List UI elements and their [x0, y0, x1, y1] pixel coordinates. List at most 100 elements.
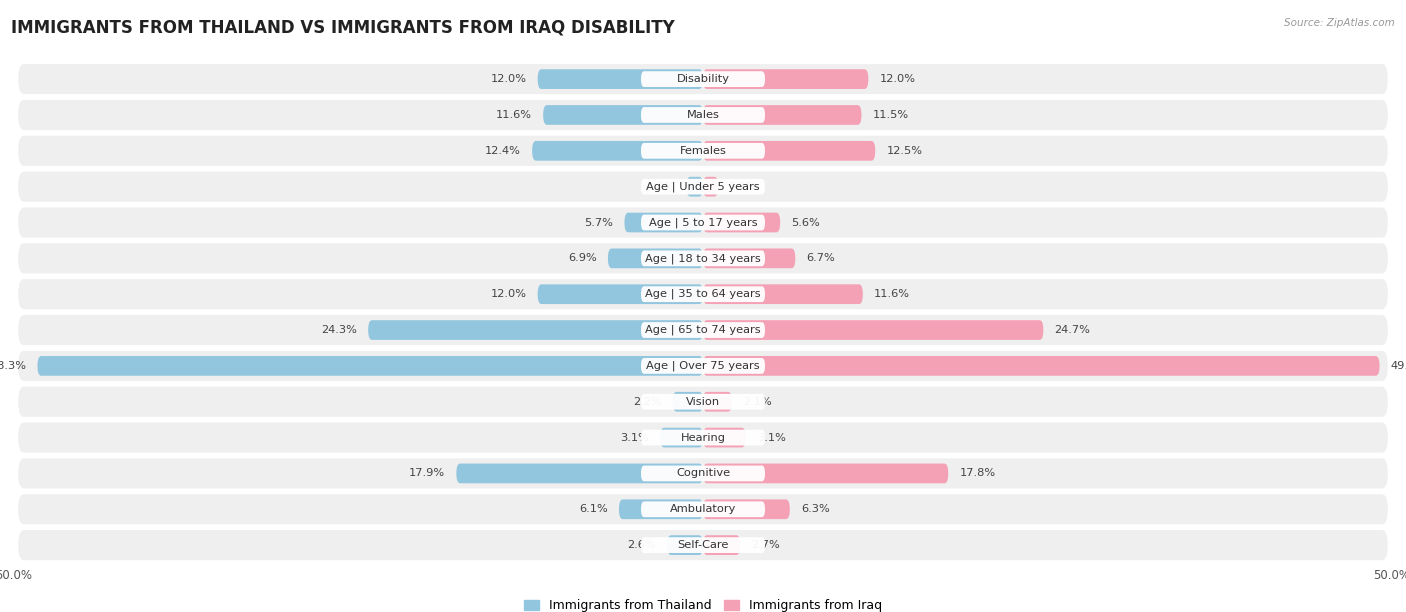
FancyBboxPatch shape [703, 105, 862, 125]
FancyBboxPatch shape [537, 69, 703, 89]
FancyBboxPatch shape [18, 100, 1388, 130]
FancyBboxPatch shape [38, 356, 703, 376]
Text: Age | 65 to 74 years: Age | 65 to 74 years [645, 325, 761, 335]
FancyBboxPatch shape [641, 143, 765, 159]
Text: 2.7%: 2.7% [751, 540, 780, 550]
FancyBboxPatch shape [703, 320, 1043, 340]
Text: Age | 5 to 17 years: Age | 5 to 17 years [648, 217, 758, 228]
FancyBboxPatch shape [543, 105, 703, 125]
Text: 1.2%: 1.2% [647, 182, 675, 192]
FancyBboxPatch shape [18, 64, 1388, 94]
Text: 12.0%: 12.0% [879, 74, 915, 84]
Text: 5.6%: 5.6% [792, 217, 820, 228]
Text: 5.7%: 5.7% [585, 217, 613, 228]
FancyBboxPatch shape [619, 499, 703, 519]
Text: 48.3%: 48.3% [0, 361, 27, 371]
FancyBboxPatch shape [641, 286, 765, 302]
Text: Age | 18 to 34 years: Age | 18 to 34 years [645, 253, 761, 264]
Text: 17.9%: 17.9% [409, 468, 446, 479]
FancyBboxPatch shape [672, 392, 703, 412]
Text: 6.1%: 6.1% [579, 504, 607, 514]
FancyBboxPatch shape [18, 315, 1388, 345]
FancyBboxPatch shape [703, 463, 948, 483]
FancyBboxPatch shape [703, 177, 718, 196]
FancyBboxPatch shape [703, 392, 733, 412]
Text: Self-Care: Self-Care [678, 540, 728, 550]
Text: IMMIGRANTS FROM THAILAND VS IMMIGRANTS FROM IRAQ DISABILITY: IMMIGRANTS FROM THAILAND VS IMMIGRANTS F… [11, 18, 675, 36]
FancyBboxPatch shape [703, 141, 875, 161]
FancyBboxPatch shape [531, 141, 703, 161]
FancyBboxPatch shape [641, 250, 765, 266]
FancyBboxPatch shape [641, 179, 765, 195]
FancyBboxPatch shape [703, 212, 780, 233]
FancyBboxPatch shape [641, 501, 765, 517]
Text: Source: ZipAtlas.com: Source: ZipAtlas.com [1284, 18, 1395, 28]
Text: Age | Under 5 years: Age | Under 5 years [647, 181, 759, 192]
Legend: Immigrants from Thailand, Immigrants from Iraq: Immigrants from Thailand, Immigrants fro… [519, 594, 887, 612]
Text: 11.5%: 11.5% [873, 110, 908, 120]
Text: 6.3%: 6.3% [801, 504, 830, 514]
FancyBboxPatch shape [703, 69, 869, 89]
Text: 3.1%: 3.1% [756, 433, 786, 442]
FancyBboxPatch shape [703, 248, 796, 268]
FancyBboxPatch shape [641, 107, 765, 123]
FancyBboxPatch shape [18, 279, 1388, 309]
FancyBboxPatch shape [641, 358, 765, 374]
FancyBboxPatch shape [641, 394, 765, 409]
FancyBboxPatch shape [641, 466, 765, 481]
Text: 2.2%: 2.2% [633, 397, 662, 407]
FancyBboxPatch shape [668, 536, 703, 555]
Text: Disability: Disability [676, 74, 730, 84]
Text: 17.8%: 17.8% [959, 468, 995, 479]
Text: 2.6%: 2.6% [627, 540, 657, 550]
Text: 49.1%: 49.1% [1391, 361, 1406, 371]
Text: Vision: Vision [686, 397, 720, 407]
Text: 1.1%: 1.1% [730, 182, 758, 192]
Text: 12.5%: 12.5% [886, 146, 922, 156]
Text: 6.7%: 6.7% [807, 253, 835, 263]
Text: 24.7%: 24.7% [1054, 325, 1090, 335]
Text: Females: Females [679, 146, 727, 156]
Text: 11.6%: 11.6% [496, 110, 531, 120]
FancyBboxPatch shape [641, 215, 765, 230]
FancyBboxPatch shape [18, 530, 1388, 560]
FancyBboxPatch shape [703, 499, 790, 519]
FancyBboxPatch shape [661, 428, 703, 447]
Text: 6.9%: 6.9% [568, 253, 598, 263]
Text: 2.1%: 2.1% [742, 397, 772, 407]
Text: 12.0%: 12.0% [491, 289, 527, 299]
FancyBboxPatch shape [18, 244, 1388, 274]
FancyBboxPatch shape [537, 285, 703, 304]
FancyBboxPatch shape [18, 387, 1388, 417]
FancyBboxPatch shape [368, 320, 703, 340]
Text: 11.6%: 11.6% [875, 289, 910, 299]
FancyBboxPatch shape [18, 171, 1388, 202]
FancyBboxPatch shape [686, 177, 703, 196]
FancyBboxPatch shape [703, 536, 740, 555]
FancyBboxPatch shape [18, 351, 1388, 381]
Text: Hearing: Hearing [681, 433, 725, 442]
FancyBboxPatch shape [18, 207, 1388, 237]
FancyBboxPatch shape [703, 428, 745, 447]
Text: 3.1%: 3.1% [620, 433, 650, 442]
Text: Cognitive: Cognitive [676, 468, 730, 479]
FancyBboxPatch shape [641, 71, 765, 87]
Text: Age | 35 to 64 years: Age | 35 to 64 years [645, 289, 761, 299]
FancyBboxPatch shape [703, 285, 863, 304]
FancyBboxPatch shape [641, 430, 765, 446]
FancyBboxPatch shape [624, 212, 703, 233]
Text: 12.0%: 12.0% [491, 74, 527, 84]
FancyBboxPatch shape [641, 537, 765, 553]
FancyBboxPatch shape [18, 458, 1388, 488]
Text: 12.4%: 12.4% [485, 146, 522, 156]
Text: 24.3%: 24.3% [322, 325, 357, 335]
FancyBboxPatch shape [607, 248, 703, 268]
FancyBboxPatch shape [457, 463, 703, 483]
FancyBboxPatch shape [18, 494, 1388, 524]
Text: Age | Over 75 years: Age | Over 75 years [647, 360, 759, 371]
FancyBboxPatch shape [18, 422, 1388, 453]
FancyBboxPatch shape [703, 356, 1379, 376]
FancyBboxPatch shape [641, 322, 765, 338]
FancyBboxPatch shape [18, 136, 1388, 166]
Text: Males: Males [686, 110, 720, 120]
